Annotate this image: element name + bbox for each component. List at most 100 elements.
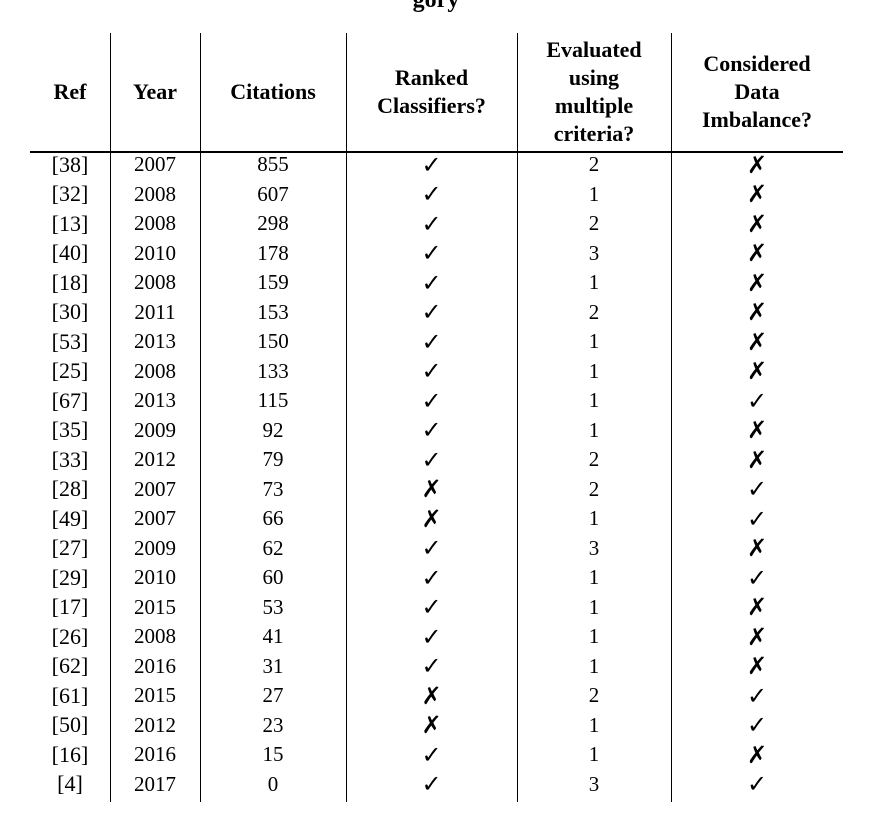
cell-imbalance: ✓	[746, 681, 768, 710]
cell-ref: [67]	[51, 387, 89, 413]
cell-ref: [18]	[51, 269, 89, 295]
cell-ranked: ✓	[421, 327, 442, 356]
table-row: [13] 2008 298 ✓ 2 ✗	[0, 209, 872, 239]
cell-imbalance: ✓	[746, 711, 768, 740]
cell-imbalance: ✓	[746, 770, 768, 799]
column-divider	[517, 33, 518, 802]
cell-ref: [62]	[51, 653, 89, 679]
cell-ref: [13]	[51, 210, 89, 236]
cell-citations: 41	[262, 624, 284, 649]
cell-criteria: 1	[588, 417, 600, 442]
cell-imbalance: ✗	[746, 180, 768, 209]
cell-ref: [35]	[51, 417, 89, 443]
header-year: Year	[133, 79, 177, 104]
cell-year: 2007	[134, 152, 176, 177]
cell-criteria: 2	[588, 476, 600, 501]
cell-imbalance: ✗	[746, 239, 768, 268]
cell-criteria: 1	[588, 329, 600, 354]
cell-imbalance: ✗	[746, 209, 768, 238]
cell-citations: 298	[257, 211, 289, 236]
cell-imbalance: ✓	[746, 386, 768, 415]
cell-imbalance: ✗	[746, 445, 768, 474]
cell-year: 2008	[134, 358, 176, 383]
cell-imbalance: ✓	[746, 563, 768, 592]
cell-imbalance: ✓	[746, 504, 768, 533]
cell-criteria: 1	[588, 653, 600, 678]
column-divider	[200, 33, 201, 802]
cell-ref: [26]	[51, 623, 89, 649]
cell-ranked: ✓	[421, 593, 442, 622]
table-row: [53] 2013 150 ✓ 1 ✗	[0, 327, 872, 357]
cell-citations: 62	[262, 535, 284, 560]
cell-criteria: 2	[588, 683, 600, 708]
cell-criteria: 1	[588, 270, 600, 295]
cell-citations: 73	[262, 476, 284, 501]
cell-citations: 53	[262, 594, 284, 619]
cell-citations: 133	[257, 358, 289, 383]
cell-criteria: 1	[588, 358, 600, 383]
cell-ranked: ✓	[421, 357, 442, 386]
column-divider	[346, 33, 347, 802]
table-row: [40] 2010 178 ✓ 3 ✗	[0, 239, 872, 269]
cell-imbalance: ✗	[746, 357, 768, 386]
cell-citations: 60	[262, 565, 284, 590]
cell-criteria: 1	[588, 181, 600, 206]
cell-citations: 0	[267, 771, 279, 796]
cell-year: 2009	[134, 417, 176, 442]
cell-imbalance: ✓	[746, 475, 768, 504]
column-divider	[671, 33, 672, 802]
cell-ref: [53]	[51, 328, 89, 354]
cell-citations: 92	[262, 417, 284, 442]
cell-citations: 66	[262, 506, 284, 531]
cell-criteria: 2	[588, 447, 600, 472]
table-row: [18] 2008 159 ✓ 1 ✗	[0, 268, 872, 298]
cell-criteria: 2	[588, 299, 600, 324]
cell-year: 2015	[134, 594, 176, 619]
cell-imbalance: ✗	[746, 622, 768, 651]
cell-year: 2008	[134, 624, 176, 649]
column-divider	[110, 33, 111, 802]
cell-ranked: ✓	[421, 180, 442, 209]
cell-imbalance: ✗	[746, 150, 768, 179]
cell-year: 2010	[134, 565, 176, 590]
cell-ranked: ✓	[421, 150, 442, 179]
cell-criteria: 1	[588, 742, 600, 767]
cell-year: 2011	[134, 299, 176, 324]
cell-ref: [49]	[51, 505, 89, 531]
cell-ranked: ✓	[421, 239, 442, 268]
cell-ranked: ✓	[421, 534, 442, 563]
cell-citations: 150	[257, 329, 289, 354]
cell-ranked: ✗	[421, 504, 442, 533]
cell-ref: [32]	[51, 181, 89, 207]
cell-criteria: 1	[588, 565, 600, 590]
table-row: [28] 2007 73 ✗ 2 ✓	[0, 475, 872, 505]
cell-criteria: 1	[588, 506, 600, 531]
cell-year: 2013	[134, 329, 176, 354]
cell-criteria: 1	[588, 388, 600, 413]
cell-criteria: 3	[588, 535, 600, 560]
cell-imbalance: ✗	[746, 740, 768, 769]
cell-citations: 27	[262, 683, 284, 708]
header-rule	[30, 151, 843, 153]
cell-citations: 23	[262, 712, 284, 737]
cell-criteria: 3	[588, 240, 600, 265]
header-data-imbalance: Considered Data Imbalance?	[702, 51, 812, 132]
cell-criteria: 1	[588, 594, 600, 619]
table-row: [62] 2016 31 ✓ 1 ✗	[0, 652, 872, 682]
cell-year: 2010	[134, 240, 176, 265]
table-row: [4] 2017 0 ✓ 3 ✓	[0, 770, 872, 800]
cell-ref: [50]	[51, 712, 89, 738]
cell-ref: [4]	[57, 771, 83, 797]
cell-ref: [33]	[51, 446, 89, 472]
cell-citations: 607	[257, 181, 289, 206]
cell-ranked: ✗	[421, 681, 442, 710]
cell-ranked: ✓	[421, 740, 442, 769]
cell-year: 2008	[134, 181, 176, 206]
cell-ranked: ✓	[421, 445, 442, 474]
cell-ranked: ✓	[421, 386, 442, 415]
cell-criteria: 2	[588, 211, 600, 236]
header-ref: Ref	[53, 79, 87, 104]
table-row: [27] 2009 62 ✓ 3 ✗	[0, 534, 872, 564]
cell-citations: 15	[262, 742, 284, 767]
cell-ranked: ✓	[421, 622, 442, 651]
